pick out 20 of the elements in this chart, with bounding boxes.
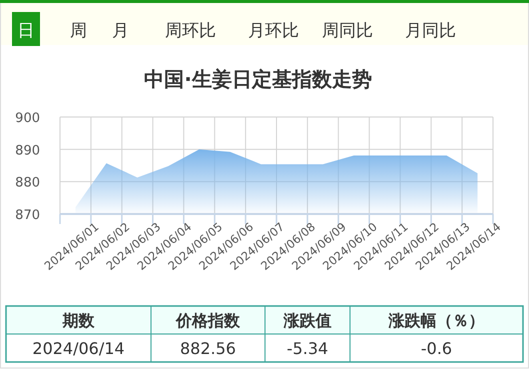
text: 周 xyxy=(70,21,87,41)
y-tick-label: 870 xyxy=(15,208,40,223)
text: 月同比 xyxy=(405,21,456,41)
text: 周环比 xyxy=(165,21,216,41)
text: -0.6 xyxy=(420,339,452,358)
y-tick-label: 900 xyxy=(15,111,40,126)
text: 2024/06/14 xyxy=(32,339,125,358)
y-tick-label: 880 xyxy=(15,176,40,191)
text: 价格指数 xyxy=(175,311,241,330)
text: 882.56 xyxy=(180,339,236,358)
text: 周同比 xyxy=(322,21,373,41)
text: 月 xyxy=(112,21,129,41)
text: 涨跌值 xyxy=(282,311,332,330)
text: 期数 xyxy=(62,311,96,330)
text: 涨跌幅（％） xyxy=(388,311,484,330)
text: 日 xyxy=(18,21,34,41)
text: 月环比 xyxy=(248,21,299,41)
chart-title: 中国·生姜日定基指数走势 xyxy=(144,67,372,91)
y-tick-label: 890 xyxy=(15,143,40,158)
text: -5.34 xyxy=(286,339,328,358)
